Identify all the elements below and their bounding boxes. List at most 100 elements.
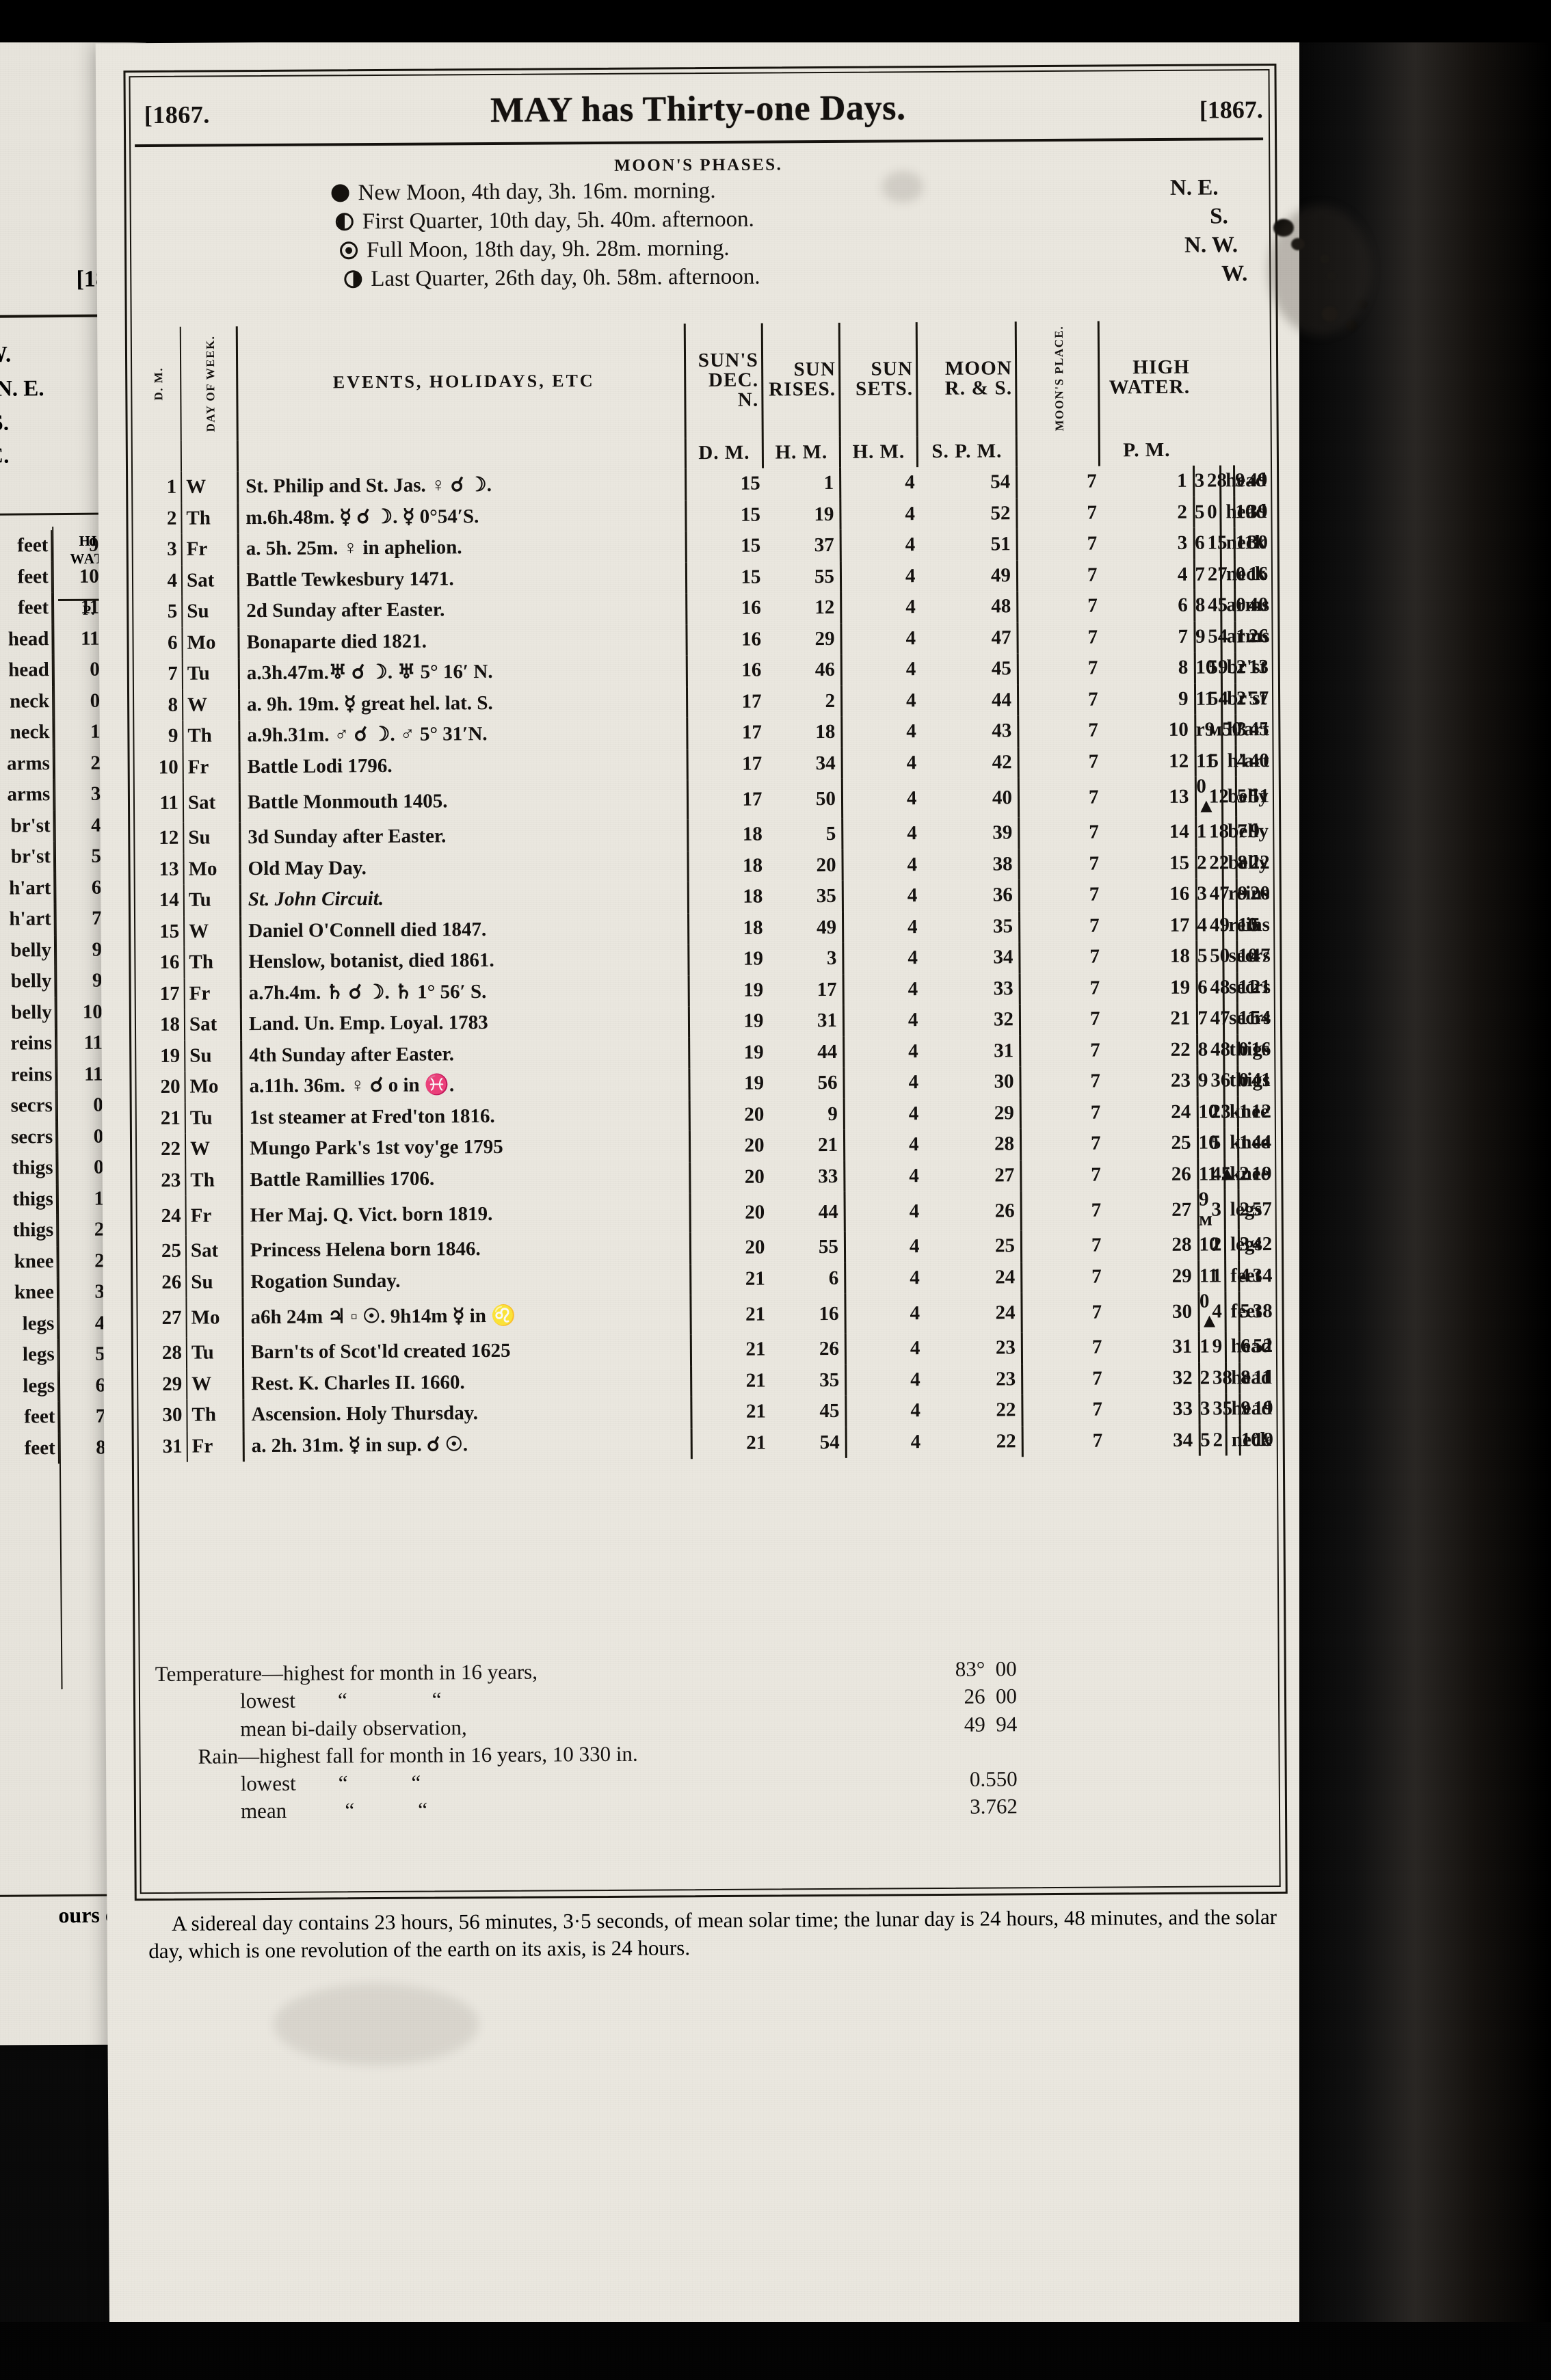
first-quarter-icon (327, 211, 362, 233)
cell-event: Ascension. Holy Thursday. (243, 1397, 692, 1431)
header-moon-rs: MOON R. & S. (916, 321, 1017, 436)
table-header-row: D. M. DAY OF WEEK. EVENTS, HOLIDAYS, ETC… (139, 320, 1261, 441)
cell-event: Battle Ramillies 1706. (241, 1161, 690, 1196)
cell-rise-min: 43 (992, 719, 1012, 742)
cell-rise-hour: 4 (841, 685, 919, 717)
cell-moon-hour: 6 (1196, 972, 1210, 1003)
cell-day-of-month: 17 (159, 982, 180, 1005)
cell-moon-min: 3 (1211, 1198, 1222, 1221)
cell-moon-hour: 8 (1194, 590, 1208, 622)
cell-day-of-month: 16 (159, 951, 180, 974)
left-cell-hour: 5 (53, 841, 105, 873)
cell-day-of-month: 8 (168, 693, 178, 716)
cell-event: Her Maj. Q. Vict. born 1819. (242, 1193, 691, 1236)
moon-phase-text: Last Quarter, 26th day, 0h. 58m. afterno… (371, 264, 760, 292)
cell-set-hour: 7 (1018, 848, 1102, 880)
cell-rise-hour: 4 (844, 1098, 922, 1130)
left-cell-place: feet (17, 565, 49, 588)
subheader-high-water: P. M. (1099, 434, 1194, 466)
cell-rise-hour: 4 (843, 1067, 922, 1099)
cell-dec-deg: 18 (687, 819, 765, 851)
year-right: [1867. (1199, 96, 1263, 124)
cell-event: Bonaparte died 1821. (238, 624, 687, 659)
cell-dec-min: 26 (819, 1338, 839, 1360)
ink-blot-2 (1291, 238, 1305, 250)
cell-dec-min: 5 (825, 823, 836, 845)
ink-smudge (1269, 205, 1371, 335)
cell-day-of-week: W (182, 689, 239, 721)
cell-rise-min: 48 (991, 595, 1011, 618)
cell-day-of-month: 24 (161, 1204, 181, 1227)
cell-set-min: 21 (1170, 1007, 1191, 1030)
moon-phase-direction: N. W. (1184, 233, 1238, 258)
cell-rise-min: 22 (996, 1399, 1016, 1421)
cell-event: Battle Monmouth 1405. (239, 780, 688, 823)
cell-moon-hour: 5 (1196, 940, 1210, 973)
cell-rise-min: 26 (994, 1199, 1015, 1222)
cell-set-hour: 7 (1018, 746, 1102, 778)
cell-dec-deg: 19 (688, 943, 767, 975)
cell-rise-hour: 4 (843, 1005, 921, 1037)
cell-dec-min: 45 (819, 1400, 840, 1423)
statistics-value (743, 1736, 1263, 1767)
cell-dec-min: 18 (815, 721, 836, 743)
left-cell-hour: 3 (57, 1276, 108, 1308)
cell-set-min: 28 (1171, 1234, 1192, 1256)
cell-dec-min: 3 (826, 947, 837, 970)
statistics-value: 0.550 (969, 1767, 1018, 1791)
header-high-water: HIGH WATER. (1098, 320, 1193, 436)
statistics-value: 26 00 (964, 1684, 1018, 1709)
cell-moon-min: 49 (1209, 914, 1230, 936)
cell-dec-deg: 19 (689, 1068, 767, 1100)
cell-dec-deg: 21 (690, 1294, 769, 1335)
cell-rise-hour: 4 (840, 592, 918, 624)
cell-set-hour: 7 (1022, 1363, 1105, 1395)
cell-set-min: 31 (1172, 1336, 1193, 1358)
cell-day-of-week: Sat (183, 782, 240, 823)
cell-moon-min: 27 (1207, 563, 1228, 585)
monthly-statistics: Temperature—highest for month in 16 year… (155, 1654, 1264, 1826)
moon-phase-row: New Moon, 4th day, 3h. 16m. morning. N. E… (137, 175, 1259, 207)
cell-set-hour: 7 (1020, 1190, 1104, 1231)
cell-set-min: 12 (1169, 750, 1189, 772)
cell-dec-min: 50 (815, 787, 836, 810)
cell-hw-min: 19 (1251, 1162, 1272, 1185)
statistics-label: mean bi-daily observation, (155, 1715, 467, 1741)
left-cell-place: legs (22, 1343, 55, 1366)
left-cell-place: feet (17, 596, 49, 619)
cell-day-of-month: 25 (161, 1240, 182, 1262)
left-cell-hour: 0 (56, 1152, 107, 1184)
statistics-label: mean “ “ (155, 1798, 428, 1824)
cell-day-of-month: 7 (168, 663, 178, 685)
cell-moons-place: legs (1225, 1229, 1262, 1261)
cell-day-of-week: Sat (181, 564, 239, 596)
cell-hw-min: 41 (1251, 1069, 1271, 1092)
cell-event: a6h 24m ♃ ▫ ☉. 9h14m ☿ in ♌ (242, 1295, 691, 1338)
cell-dec-min: 19 (814, 503, 834, 525)
cell-rise-min: 22 (996, 1430, 1016, 1453)
cell-moon-hour: 5 (1193, 497, 1208, 528)
cell-event: 4th Sunday after Easter. (241, 1037, 689, 1072)
left-cell-hour: 2 (57, 1214, 107, 1246)
cell-set-hour: 7 (1017, 590, 1100, 622)
cell-rise-min: 23 (996, 1368, 1016, 1390)
cell-event: St. Philip and St. Jas. ♀ ☌ ☽. (237, 468, 686, 503)
moon-phase-direction: W. (1221, 261, 1248, 287)
cell-dec-min: 20 (816, 854, 836, 876)
left-cell-hour: 7 (54, 903, 105, 935)
calendar-table: D. M. DAY OF WEEK. EVENTS, HOLIDAYS, ETC… (139, 320, 1273, 1462)
cell-day-of-week: W (187, 1368, 243, 1400)
cell-day-of-week: Fr (183, 751, 240, 783)
cell-hw-hour: 10 (1236, 940, 1258, 972)
cell-dec-min: 9 (827, 1102, 838, 1125)
cell-dec-min: 12 (814, 596, 835, 619)
left-dir-0: W. (0, 342, 12, 367)
cell-day-of-week: Su (186, 1266, 243, 1298)
left-cell-place: belly (10, 938, 52, 962)
cell-day-of-month: 30 (162, 1404, 183, 1427)
cell-dec-min: 37 (814, 534, 834, 557)
statistics-value: 49 94 (964, 1711, 1018, 1736)
cell-set-min: 32 (1172, 1366, 1193, 1389)
cell-moons-place: head (1225, 1331, 1272, 1363)
cell-rise-min: 47 (991, 626, 1011, 649)
